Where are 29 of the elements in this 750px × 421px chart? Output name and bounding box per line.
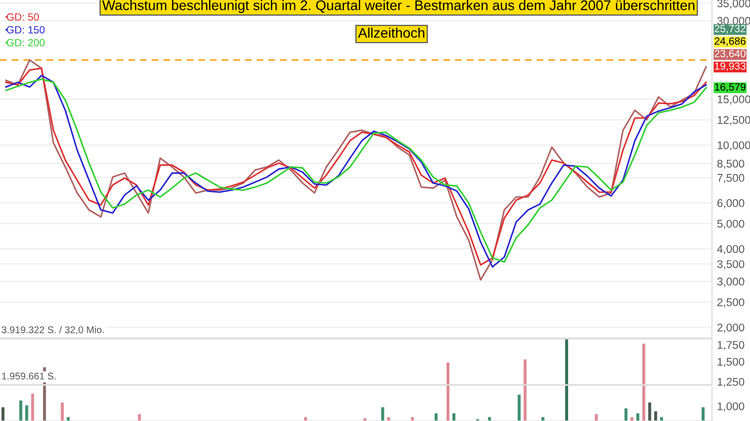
y-tick-label: 30,000 bbox=[717, 16, 750, 26]
y-tick-label: 15,000 bbox=[718, 95, 750, 105]
y-tick-label: 7,500 bbox=[717, 174, 744, 184]
ref-line-label: Allzeithoch bbox=[358, 28, 424, 38]
y-tick-label: 4,000 bbox=[717, 245, 744, 254]
y-tick-label: 5,000 bbox=[717, 220, 744, 229]
y-tick-label: 6,000 bbox=[717, 199, 744, 208]
annotation: 19,933 bbox=[714, 62, 746, 71]
chart-title: Wachstum beschleunigt sich im 2. Quartal weiter - Bestmarken aus dem Jahr 2007 überschritten bbox=[102, 0, 694, 13]
text: 25,732 bbox=[714, 24, 746, 34]
annotation: 16,579 bbox=[714, 83, 746, 92]
text: 24,686 bbox=[714, 37, 746, 46]
y-tick-label: 2,000 bbox=[717, 324, 744, 333]
ref-line-label: 3.919.322 S. / 32,0 Mio. bbox=[2, 326, 104, 334]
y-tick-label: 1,250 bbox=[718, 378, 744, 388]
y-tick-label: 12,500 bbox=[718, 116, 750, 126]
y-tick-label: 8,500 bbox=[717, 160, 744, 169]
text: 23,640 bbox=[714, 50, 746, 58]
y-tick-label: 10,000 bbox=[718, 141, 750, 151]
ref-line-label: 1.959.661 S. bbox=[2, 372, 56, 380]
legend-label: GD: 200 bbox=[6, 38, 45, 46]
legend-label: GD: 50 bbox=[6, 13, 39, 21]
y-tick-label: 1,500 bbox=[718, 358, 744, 368]
y-tick-label: 1,750 bbox=[718, 340, 744, 350]
y-tick-label: 1,000 bbox=[718, 402, 744, 412]
y-tick-label: 2,500 bbox=[717, 298, 744, 308]
y-tick-label: 3,500 bbox=[717, 260, 744, 270]
y-tick-label: 3,000 bbox=[717, 278, 744, 287]
legend-label: GD: 150 bbox=[6, 26, 45, 34]
